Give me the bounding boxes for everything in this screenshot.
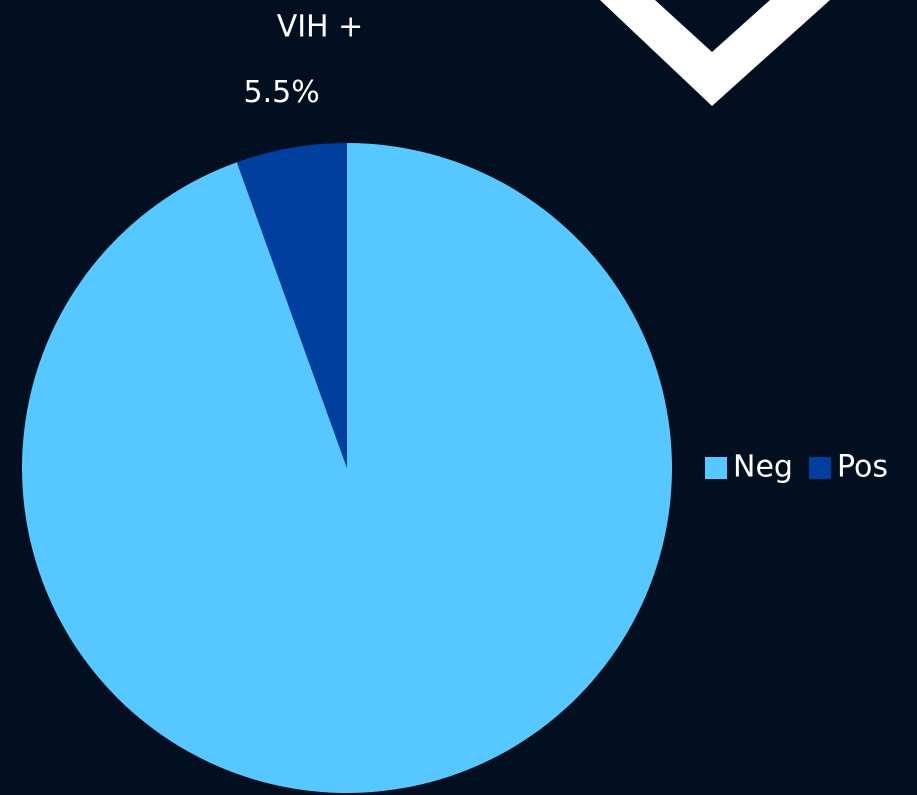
legend-label: Neg [733, 450, 793, 485]
legend-swatch [705, 457, 727, 479]
chart-title: VIH + [277, 10, 364, 45]
legend-label: Pos [837, 450, 888, 485]
data-label: 5.5% [244, 75, 320, 110]
pie-slice [236, 143, 347, 468]
pie-slice [21, 143, 673, 794]
legend-swatch [808, 457, 831, 479]
chevron-icon [600, 0, 830, 106]
